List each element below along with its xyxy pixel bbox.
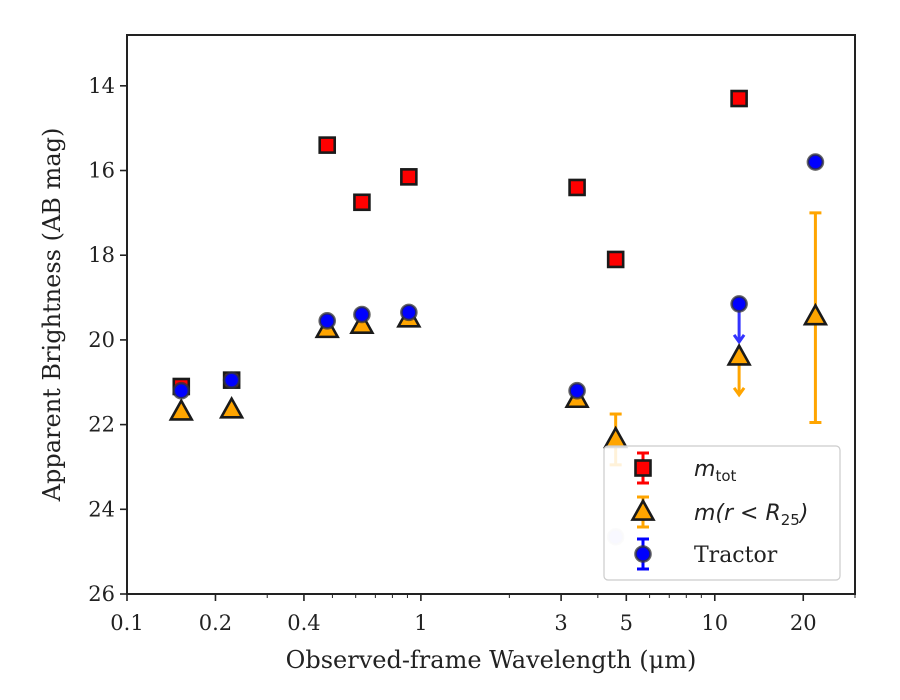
- y-tick-label: 20: [88, 328, 115, 352]
- legend-label: mtot: [694, 457, 736, 485]
- x-tick-label: 3: [554, 611, 567, 635]
- x-tick-label: 20: [790, 611, 817, 635]
- legend-entry: Tractor: [634, 537, 778, 571]
- y-tick-label: 26: [88, 582, 115, 606]
- x-tick-label: 0.2: [199, 611, 232, 635]
- data-point-circle: [318, 312, 337, 330]
- y-axis: 14 16 18 20 22 24 26: [88, 74, 127, 606]
- x-tick-label: 0.1: [110, 611, 143, 635]
- series-square-markers: [172, 89, 748, 396]
- data-point-triangle: [726, 343, 752, 366]
- upper-limit-arrow-head: [732, 334, 746, 345]
- y-tick-label: 14: [88, 74, 115, 98]
- legend-marker: [630, 498, 656, 521]
- legend-marker: [634, 545, 652, 563]
- data-point-square: [730, 89, 748, 108]
- data-point-circle: [172, 381, 191, 400]
- data-point-triangle: [168, 398, 194, 421]
- x-tick-label: 5: [620, 611, 633, 635]
- plot-area: 0.1 0.2 0.4 1 3 5 10 20 14 16 18 20 22 24 26 mtot m(r …: [88, 34, 856, 635]
- data-point-square: [353, 193, 371, 212]
- x-tick-label: 10: [701, 611, 728, 635]
- x-tick-label: 0.4: [287, 611, 320, 635]
- x-axis: 0.1 0.2 0.4 1 3 5 10 20: [110, 594, 856, 635]
- legend-entry: mtot: [634, 451, 736, 485]
- data-layer: [168, 89, 829, 546]
- data-point-circle: [400, 303, 418, 322]
- x-tick-label: 1: [414, 611, 427, 635]
- data-point-circle: [806, 153, 825, 171]
- series-triangle-markers: [168, 302, 829, 449]
- data-point-circle: [353, 305, 371, 324]
- upper-limit-arrow-head: [732, 386, 746, 398]
- data-point-circle: [730, 295, 748, 313]
- y-axis-label: Apparent Brightness (AB mag): [38, 128, 66, 503]
- series-triangle: [609, 211, 822, 467]
- data-point-circle: [568, 381, 586, 400]
- data-point-circle: [222, 371, 241, 389]
- data-point-square: [400, 168, 418, 186]
- legend-label: m(r < R25): [694, 501, 808, 529]
- data-point-triangle: [218, 395, 245, 419]
- y-tick-label: 24: [88, 497, 115, 521]
- legend-box: [603, 445, 841, 581]
- legend-entry: m(r < R25): [630, 495, 808, 529]
- legend: mtot m(r < R25) Tractor: [603, 445, 841, 581]
- y-tick-label: 18: [88, 243, 115, 267]
- legend-marker: [634, 459, 652, 477]
- data-point-square: [568, 178, 586, 197]
- legend-label: Tractor: [694, 543, 778, 568]
- data-point-triangle: [802, 302, 829, 326]
- x-axis-label: Observed-frame Wavelength (μm): [286, 646, 697, 674]
- y-tick-label: 22: [88, 413, 115, 437]
- y-tick-label: 16: [88, 159, 115, 183]
- data-point-square: [318, 136, 337, 154]
- data-point-triangle: [603, 425, 629, 449]
- plot-frame: [126, 34, 856, 595]
- data-point-square: [606, 250, 625, 269]
